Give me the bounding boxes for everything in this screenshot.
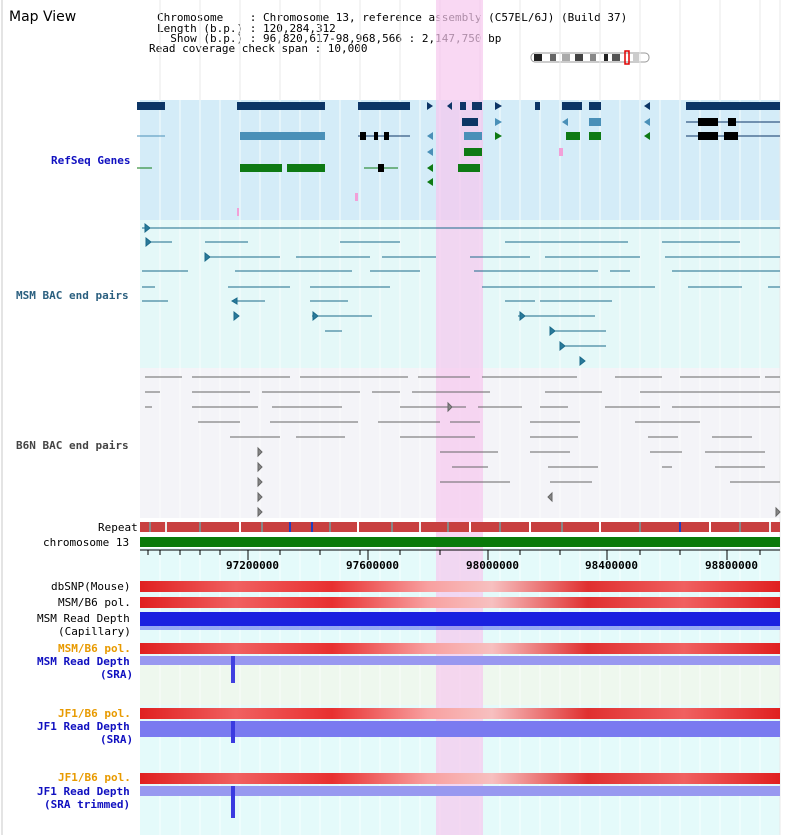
page-title: Map View [9, 9, 77, 25]
jf1-read-depth-sra-label: JF1 Read Depth [37, 720, 130, 733]
jf1-read-depth-sra[interactable] [140, 721, 780, 737]
b6n-bac-pairs[interactable] [145, 376, 781, 518]
chromosome-ideogram[interactable] [530, 50, 650, 65]
b6n-bac-label[interactable]: B6N BAC end pairs [16, 439, 129, 452]
axis-tick-label: 97200000 [226, 559, 279, 572]
jf1-read-depth-sra-sublabel: (SRA) [100, 733, 134, 746]
jf1-b6-pol-label: JF1/B6 pol. [58, 707, 131, 720]
info-coverage: Read coverage check span : 10,000 [149, 42, 368, 55]
repeat-label: Repeat [98, 521, 138, 534]
msm-read-depth-capillary[interactable] [140, 612, 780, 626]
msm-read-depth-sra-sublabel: (SRA) [100, 668, 134, 681]
msm-b6-pol-bar[interactable] [140, 597, 780, 608]
msm-b6-pol-2-label: MSM/B6 pol. [58, 642, 131, 655]
refseq-genes-label[interactable]: RefSeq Genes [51, 154, 131, 167]
axis-tick-label: 97600000 [346, 559, 399, 572]
msm-b6-pol-label: MSM/B6 pol. [58, 596, 131, 609]
repeat-track[interactable] [140, 522, 780, 532]
jf1-b6-pol-bar-2[interactable] [140, 773, 780, 784]
axis-tick-label: 98400000 [585, 559, 638, 572]
msm-b6-pol-bar-2[interactable] [140, 643, 780, 654]
chromosome-label: chromosome 13 [43, 536, 130, 549]
axis-tick-label: 98000000 [466, 559, 519, 572]
chromosome-bar[interactable] [140, 537, 780, 547]
refseq-genes[interactable] [137, 102, 780, 216]
position-axis [140, 549, 780, 560]
msm-read-depth-sra[interactable] [140, 656, 780, 665]
jf1-read-depth-trim-label: JF1 Read Depth [37, 785, 130, 798]
info-length: Length (b.p.) : 120,284,312 [157, 22, 336, 35]
jf1-read-depth-trim-sublabel: (SRA trimmed) [44, 798, 131, 811]
repeat-marks [149, 522, 771, 532]
axis-tick-label: 98800000 [705, 559, 758, 572]
msm-read-depth-cap-label: MSM Read Depth [37, 612, 130, 625]
msm-bac-label[interactable]: MSM BAC end pairs [16, 289, 129, 302]
jf1-b6-pol-2-label: JF1/B6 pol. [58, 771, 131, 784]
jf1-b6-pol-bar[interactable] [140, 708, 780, 719]
dbsnp-bar[interactable] [140, 581, 780, 592]
jf1-read-depth-trimmed[interactable] [140, 786, 780, 796]
msm-read-depth-cap-sublabel: (Capillary) [58, 625, 131, 638]
msm-bac-pairs[interactable] [142, 222, 780, 367]
dbsnp-label: dbSNP(Mouse) [51, 580, 131, 593]
msm-read-depth-sra-label: MSM Read Depth [37, 655, 130, 668]
